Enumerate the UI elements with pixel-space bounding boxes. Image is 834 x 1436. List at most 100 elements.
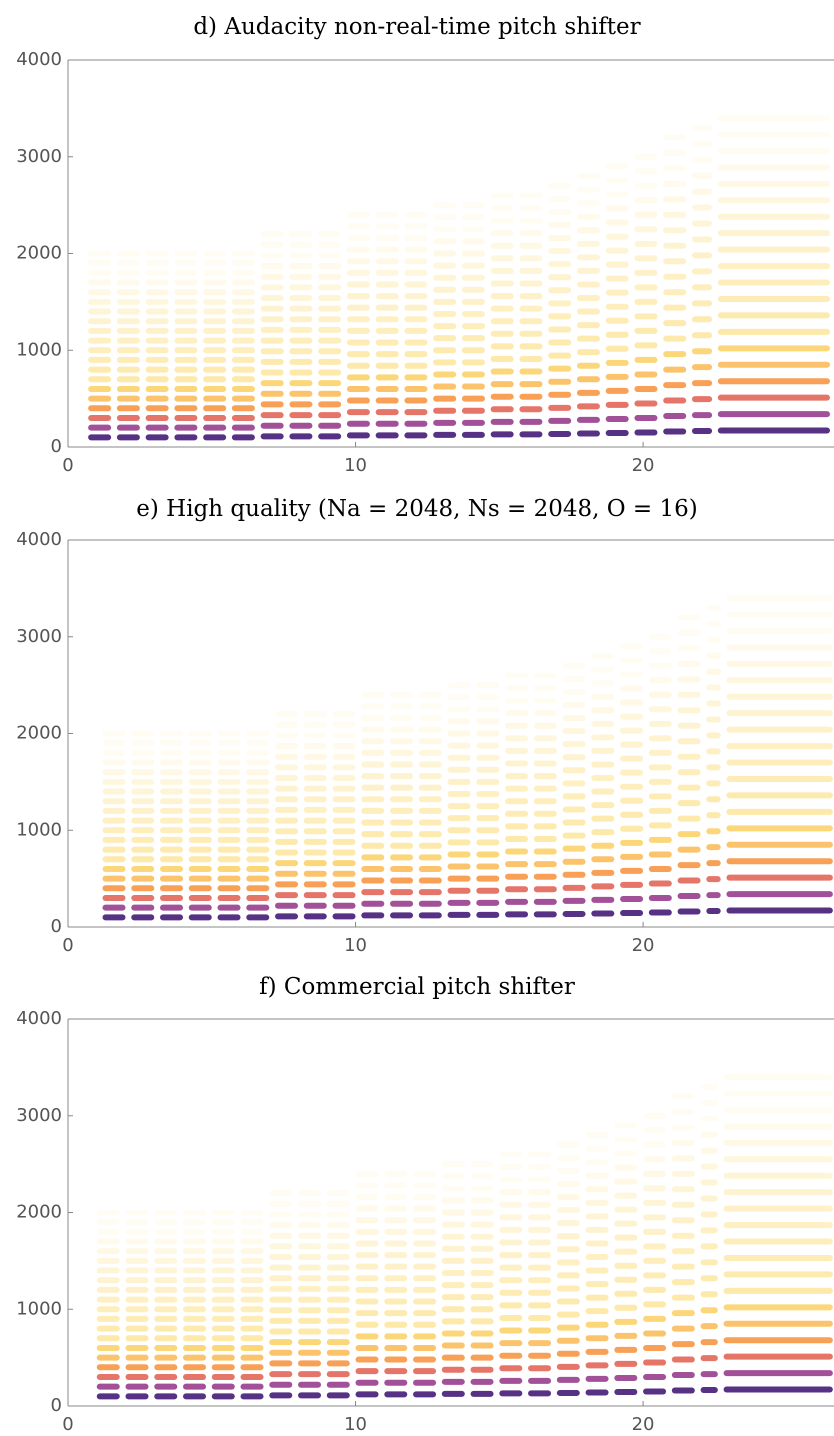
harmonic-band: [441, 1233, 465, 1240]
harmonic-band: [160, 807, 184, 814]
harmonic-band: [275, 785, 299, 792]
harmonic-band: [505, 710, 529, 717]
harmonic-band: [648, 807, 672, 814]
harmonic-band: [346, 246, 370, 253]
harmonic-band: [505, 722, 529, 729]
harmonic-band: [677, 846, 701, 853]
harmonic-band: [404, 269, 428, 276]
harmonic-band: [576, 308, 600, 315]
harmonic-band: [717, 246, 830, 253]
harmonic-band: [211, 1344, 235, 1351]
harmonic-band: [355, 1263, 379, 1270]
harmonic-band: [700, 1371, 718, 1378]
harmonic-band: [390, 877, 414, 884]
harmonic-band: [677, 769, 701, 776]
harmonic-band: [533, 886, 557, 893]
harmonic-band: [102, 865, 126, 872]
harmonic-band: [203, 434, 227, 441]
harmonic-band: [643, 1330, 667, 1337]
harmonic-band: [505, 848, 529, 855]
harmonic-band: [585, 1308, 609, 1315]
harmonic-band: [231, 356, 255, 363]
harmonic-band: [700, 1243, 718, 1250]
harmonic-band: [562, 741, 586, 748]
harmonic-band: [441, 1185, 465, 1192]
harmonic-band: [289, 369, 313, 376]
harmonic-band: [677, 800, 701, 807]
harmonic-band: [346, 258, 370, 265]
harmonic-band: [643, 1272, 667, 1279]
harmonic-band: [183, 1248, 207, 1255]
harmonic-band: [361, 854, 385, 861]
harmonic-band: [375, 385, 399, 392]
harmonic-band: [562, 858, 586, 865]
harmonic-band: [605, 233, 629, 240]
harmonic-band: [275, 732, 299, 739]
harmonic-band: [591, 747, 615, 754]
harmonic-band: [470, 1366, 494, 1373]
harmonic-band: [183, 1296, 207, 1303]
harmonic-band: [706, 796, 721, 803]
harmonic-band: [476, 766, 500, 773]
harmonic-band: [269, 1232, 293, 1239]
harmonic-band: [677, 629, 701, 636]
harmonic-band: [556, 1259, 580, 1266]
harmonic-band: [476, 790, 500, 797]
harmonic-band: [634, 153, 658, 160]
harmonic-band: [346, 385, 370, 392]
harmonic-band: [246, 798, 270, 805]
harmonic-band: [663, 320, 687, 327]
harmonic-band: [591, 815, 615, 822]
harmonic-band: [116, 308, 140, 315]
y-tick-label: 2000: [16, 243, 62, 264]
harmonic-band: [562, 832, 586, 839]
harmonic-band: [671, 1310, 695, 1317]
harmonic-band: [461, 286, 485, 293]
harmonic-band: [131, 778, 155, 785]
harmonic-band: [591, 775, 615, 782]
harmonic-band: [203, 414, 227, 421]
harmonic-band: [433, 310, 457, 317]
harmonic-band: [591, 910, 615, 917]
harmonic-band: [260, 337, 284, 344]
harmonic-band: [723, 1386, 833, 1393]
harmonic-band: [217, 856, 241, 863]
harmonic-band: [102, 827, 126, 834]
harmonic-band: [375, 235, 399, 242]
harmonic-band: [447, 887, 471, 894]
harmonic-band: [533, 898, 557, 905]
harmonic-band: [717, 115, 830, 122]
harmonic-band: [375, 293, 399, 300]
harmonic-band: [441, 1245, 465, 1252]
harmonic-band: [269, 1317, 293, 1324]
harmonic-band: [576, 403, 600, 410]
harmonic-band: [96, 1373, 120, 1380]
harmonic-band: [441, 1366, 465, 1373]
harmonic-band: [634, 269, 658, 276]
harmonic-band: [726, 858, 833, 865]
harmonic-band: [519, 330, 543, 337]
harmonic-band: [533, 672, 557, 679]
harmonic-band: [188, 788, 212, 795]
harmonic-band: [203, 337, 227, 344]
harmonic-band: [447, 754, 471, 761]
harmonic-band: [131, 817, 155, 824]
harmonic-band: [418, 831, 442, 838]
harmonic-band: [298, 1328, 322, 1335]
harmonic-band: [96, 1228, 120, 1235]
harmonic-band: [96, 1219, 120, 1226]
harmonic-band: [548, 261, 572, 268]
harmonic-band: [671, 1139, 695, 1146]
harmonic-band: [726, 627, 833, 634]
harmonic-band: [96, 1364, 120, 1371]
harmonic-band: [211, 1383, 235, 1390]
harmonic-band: [441, 1161, 465, 1168]
harmonic-band: [160, 904, 184, 911]
chart-title: d) Audacity non-real-time pitch shifter: [193, 14, 640, 40]
harmonic-band: [461, 359, 485, 366]
harmonic-band: [614, 1374, 638, 1381]
harmonic-band: [260, 348, 284, 355]
harmonic-band: [519, 217, 543, 224]
harmonic-band: [648, 662, 672, 669]
